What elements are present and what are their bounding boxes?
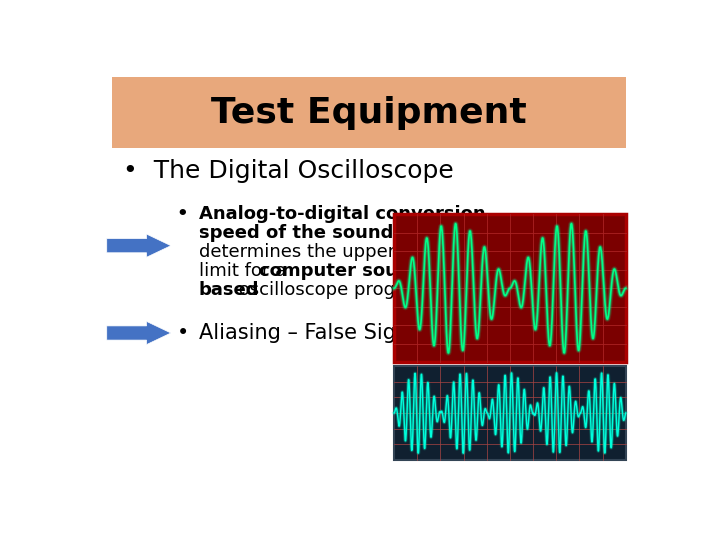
Polygon shape: [107, 321, 171, 345]
Text: speed of the soundcard: speed of the soundcard: [199, 224, 438, 242]
Text: determines the upper frequency: determines the upper frequency: [199, 243, 491, 261]
Text: limit for a: limit for a: [199, 262, 292, 280]
Text: •  The Digital Oscilloscope: • The Digital Oscilloscope: [124, 159, 454, 183]
FancyBboxPatch shape: [394, 214, 626, 362]
Text: •: •: [176, 205, 188, 222]
Text: computer soundcard-: computer soundcard-: [259, 262, 475, 280]
Text: •: •: [176, 323, 189, 343]
Polygon shape: [107, 234, 171, 257]
FancyBboxPatch shape: [112, 77, 626, 148]
Text: Test Equipment: Test Equipment: [211, 96, 527, 130]
Text: based: based: [199, 281, 259, 299]
Text: Analog-to-digital conversion: Analog-to-digital conversion: [199, 205, 485, 222]
Text: oscilloscope program.: oscilloscope program.: [233, 281, 437, 299]
FancyBboxPatch shape: [394, 366, 626, 460]
Text: Aliasing – False Signals displayed: Aliasing – False Signals displayed: [199, 323, 546, 343]
